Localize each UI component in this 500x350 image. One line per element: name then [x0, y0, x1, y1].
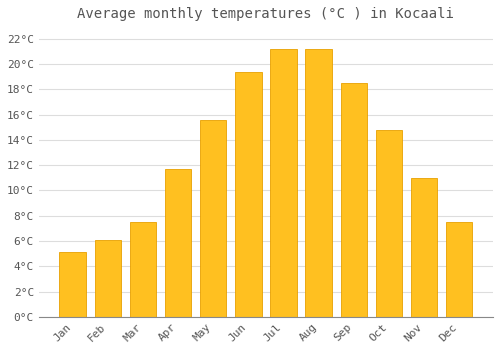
Bar [270, 49, 296, 317]
Bar [235, 72, 262, 317]
Bar [60, 252, 86, 317]
Bar [376, 130, 402, 317]
Bar [411, 178, 438, 317]
Bar [94, 240, 121, 317]
Title: Average monthly temperatures (°C ) in Kocaali: Average monthly temperatures (°C ) in Ko… [78, 7, 454, 21]
Bar [446, 222, 472, 317]
Bar [340, 83, 367, 317]
Bar [165, 169, 191, 317]
Bar [200, 120, 226, 317]
Bar [130, 222, 156, 317]
Bar [306, 49, 332, 317]
